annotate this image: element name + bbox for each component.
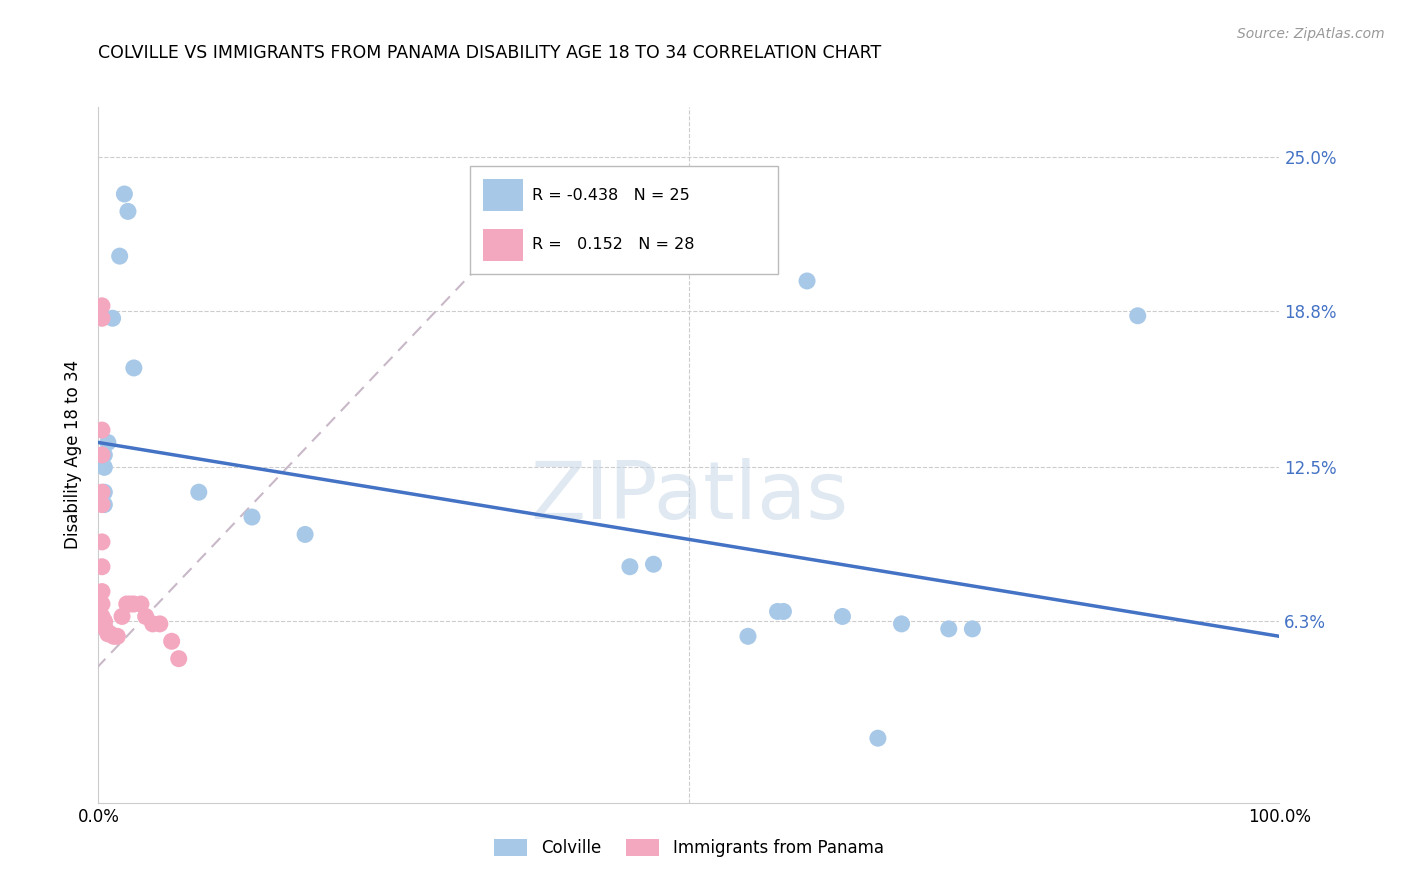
- Point: [772, 605, 794, 619]
- Text: COLVILLE VS IMMIGRANTS FROM PANAMA DISABILITY AGE 18 TO 34 CORRELATION CHART: COLVILLE VS IMMIGRANTS FROM PANAMA DISAB…: [98, 45, 882, 62]
- Point: [97, 627, 120, 641]
- Point: [105, 629, 128, 643]
- Point: [160, 634, 183, 648]
- Text: Source: ZipAtlas.com: Source: ZipAtlas.com: [1237, 27, 1385, 41]
- Point: [149, 616, 172, 631]
- Point: [93, 615, 115, 629]
- Point: [117, 204, 139, 219]
- Point: [91, 311, 114, 326]
- Point: [120, 597, 142, 611]
- Point: [122, 361, 145, 376]
- Point: [93, 460, 115, 475]
- Point: [91, 584, 114, 599]
- Point: [129, 597, 152, 611]
- Point: [91, 559, 114, 574]
- Point: [938, 622, 960, 636]
- Point: [122, 597, 145, 611]
- Point: [91, 299, 114, 313]
- Point: [112, 187, 135, 202]
- Point: [91, 485, 114, 500]
- Point: [294, 527, 316, 541]
- Point: [94, 622, 117, 636]
- Point: [240, 510, 263, 524]
- Point: [619, 559, 641, 574]
- Point: [101, 311, 124, 326]
- Point: [103, 629, 125, 643]
- Point: [831, 609, 853, 624]
- Point: [91, 423, 114, 437]
- Point: [91, 597, 114, 611]
- Point: [91, 534, 114, 549]
- Point: [962, 622, 984, 636]
- Legend: Colville, Immigrants from Panama: Colville, Immigrants from Panama: [488, 832, 890, 864]
- Point: [866, 731, 889, 746]
- Point: [93, 485, 115, 500]
- Point: [111, 609, 134, 624]
- Point: [135, 609, 157, 624]
- Point: [115, 597, 138, 611]
- Point: [187, 485, 209, 500]
- Point: [766, 605, 789, 619]
- Point: [1126, 309, 1149, 323]
- Point: [91, 498, 114, 512]
- Point: [796, 274, 818, 288]
- Point: [108, 249, 131, 263]
- Point: [890, 616, 912, 631]
- Point: [91, 448, 114, 462]
- Point: [91, 609, 114, 624]
- Y-axis label: Disability Age 18 to 34: Disability Age 18 to 34: [65, 360, 83, 549]
- Point: [93, 448, 115, 462]
- Point: [167, 651, 190, 665]
- Point: [142, 616, 165, 631]
- Point: [98, 627, 121, 641]
- Text: ZIPatlas: ZIPatlas: [530, 458, 848, 536]
- Point: [737, 629, 759, 643]
- Point: [643, 558, 665, 572]
- Point: [97, 435, 120, 450]
- Point: [93, 498, 115, 512]
- Point: [93, 615, 115, 629]
